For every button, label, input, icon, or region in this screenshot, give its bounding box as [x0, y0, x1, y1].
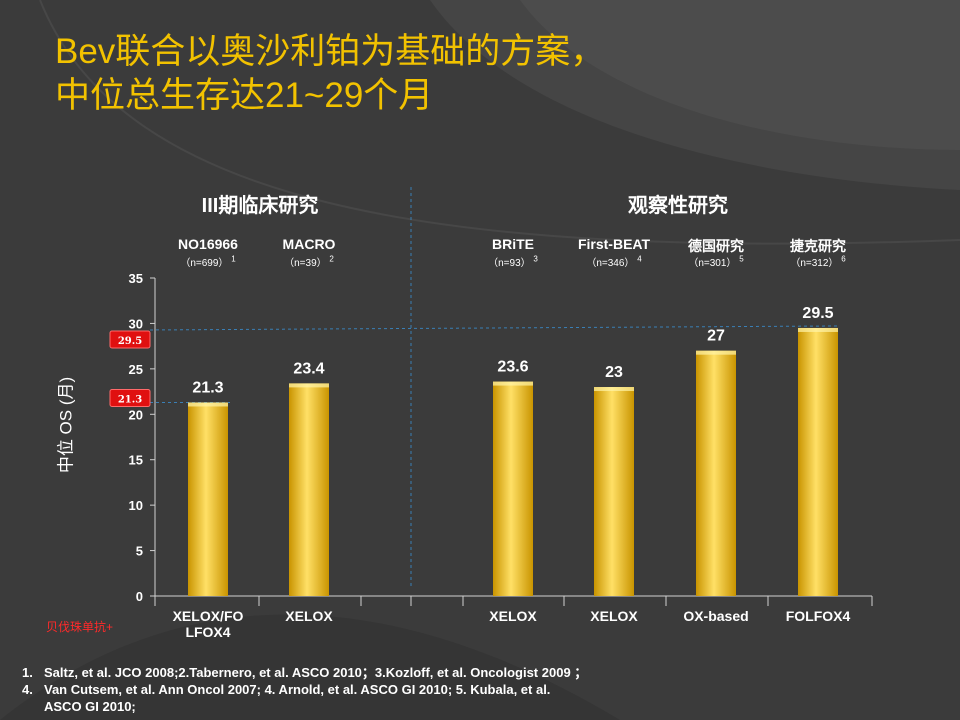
bar-cap: [696, 350, 736, 355]
reference-line-high: [149, 325, 839, 331]
bar-value-label: 23.4: [293, 360, 324, 377]
bar-cap: [289, 383, 329, 388]
study-name-label: MACRO: [282, 236, 336, 252]
y-tick-label: 35: [129, 271, 143, 286]
y-tick-label: 0: [136, 589, 143, 604]
callout-badge: [109, 330, 151, 349]
x-category-label: FOLFOX4: [786, 608, 851, 624]
bar-cap: [798, 327, 838, 332]
study-reference-number: 2: [329, 254, 334, 264]
bar-cap: [493, 381, 533, 386]
y-tick-label: 25: [129, 362, 143, 377]
bar: [493, 381, 533, 596]
x-category-label: XELOX: [590, 608, 638, 624]
study-sample-size: （n=346） 4: [586, 254, 642, 269]
callout-label: 29.5: [118, 336, 142, 347]
reference-line: 1. Saltz, et al. JCO 2008;2.Tabernero, et…: [22, 665, 588, 680]
references: 1. Saltz, et al. JCO 2008;2.Tabernero, et…: [22, 664, 587, 715]
study-sample-size: （n=312） 6: [790, 254, 846, 269]
bar: [594, 387, 634, 596]
study-reference-number: 5: [739, 254, 744, 264]
group-label-observational: 观察性研究: [628, 195, 728, 217]
y-tick-label: 20: [129, 407, 143, 422]
title-line-2: 中位总生存达21~29个月: [55, 76, 434, 115]
reference-line: 4. Van Cutsem, et al. Ann Oncol 2007; 4. …: [22, 682, 551, 697]
callout-label: 21.3: [118, 394, 142, 405]
y-axis-label: 中位 OS (月): [56, 376, 76, 474]
study-sample-size: （n=699） 1: [180, 254, 236, 269]
study-sample-size: （n=301） 5: [688, 254, 744, 269]
x-category-label: XELOX/FO: [173, 608, 244, 624]
y-tick-label: 5: [136, 544, 143, 559]
group-label-phase3: III期临床研究: [201, 195, 319, 217]
x-category-label: OX-based: [683, 608, 748, 624]
x-category-label: XELOX: [489, 608, 537, 624]
bar-value-label: 21.3: [192, 379, 223, 396]
bar-value-label: 27: [707, 328, 725, 345]
x-category-label: XELOX: [285, 608, 333, 624]
bar: [289, 383, 329, 596]
bar-cap: [594, 387, 634, 392]
bevacizumab-label: 贝伐珠单抗+: [46, 620, 114, 634]
callout-badge: [109, 388, 151, 407]
bar: [798, 327, 838, 596]
y-tick-label: 10: [129, 498, 143, 513]
study-reference-number: 1: [231, 254, 236, 264]
bar-value-label: 23.6: [497, 359, 528, 376]
slide-title: Bev联合以奥沙利铂为基础的方案， 中位总生存达21~29个月: [55, 30, 855, 118]
title-line-1: Bev联合以奥沙利铂为基础的方案，: [55, 32, 606, 71]
study-reference-number: 4: [637, 254, 642, 264]
bar-cap: [188, 402, 228, 407]
study-name-label: BRiTE: [492, 236, 534, 252]
study-name-label: First-BEAT: [577, 236, 651, 252]
study-sample-size: （n=39） 2: [284, 254, 334, 269]
study-reference-number: 3: [533, 254, 538, 264]
study-name-label: NO16966: [178, 236, 238, 252]
bar: [188, 402, 228, 596]
study-sample-size: （n=93） 3: [488, 254, 538, 269]
reference-line: ASCO GI 2010;: [44, 699, 136, 714]
bar-value-label: 29.5: [802, 305, 833, 322]
study-name-label: 捷克研究: [790, 238, 846, 254]
study-name-label: 德国研究: [688, 238, 744, 254]
y-tick-label: 15: [129, 453, 143, 468]
y-tick-label: 30: [129, 316, 143, 331]
study-reference-number: 6: [841, 254, 846, 264]
bar-value-label: 23: [605, 364, 623, 381]
x-category-label: LFOX4: [185, 624, 230, 640]
bar: [696, 350, 736, 596]
